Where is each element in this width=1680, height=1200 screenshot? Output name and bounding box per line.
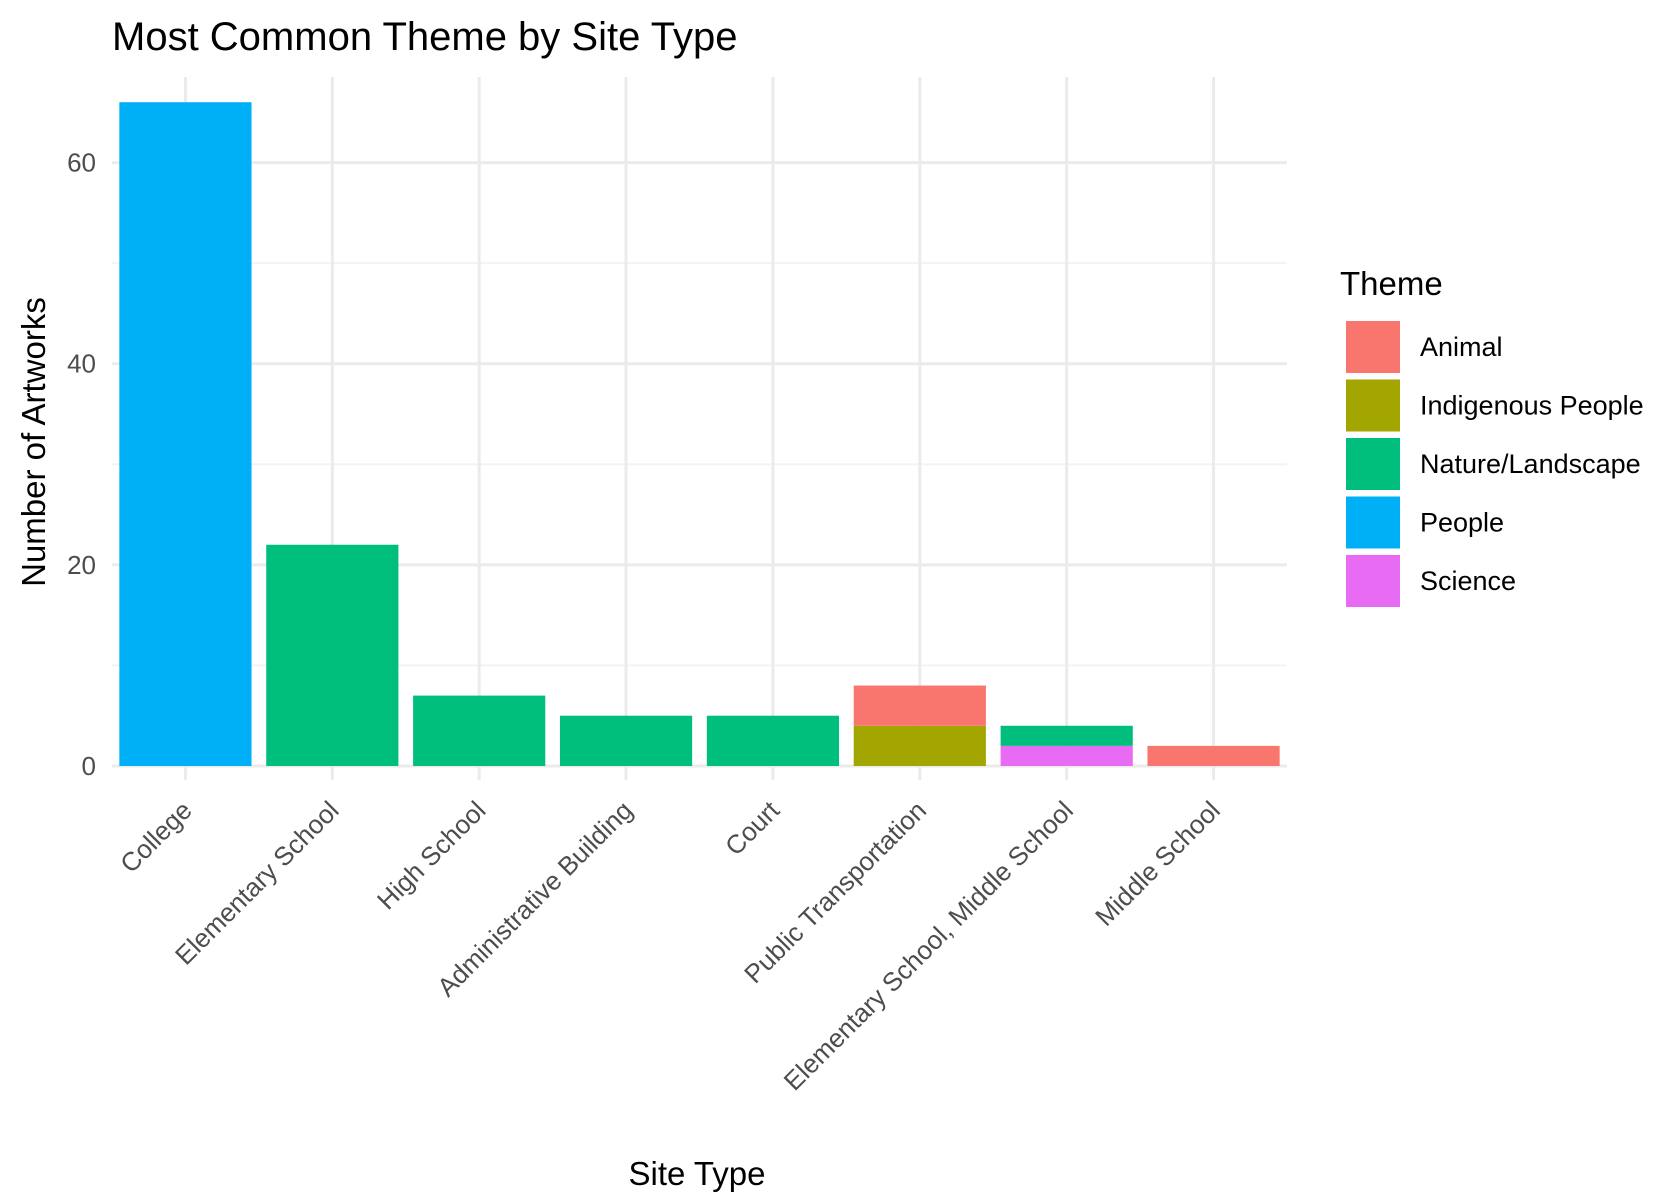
bar-nature-landscape [1000,725,1133,746]
grid-lines [112,77,1287,780]
y-tick-label: 20 [67,550,96,580]
legend-label: People [1420,508,1504,538]
legend-label: Nature/Landscape [1420,449,1641,479]
x-tick-label: Court [719,794,786,861]
legend-items: Animal Indigenous People Nature/Landscape P… [1346,321,1644,607]
legend-swatch [1346,379,1400,432]
x-tick-label: Elementary School, Middle School [778,795,1079,1096]
y-axis-title: Number of Artworks [15,297,52,587]
bar-people [119,102,252,766]
bar-science [1000,745,1133,766]
bars [119,102,1280,766]
legend-swatch [1346,438,1400,490]
bar-animal [853,685,986,726]
legend-label: Indigenous People [1420,391,1644,421]
y-tick-label: 0 [82,751,96,781]
legend-label: Animal [1420,332,1503,362]
bar-nature-landscape [559,715,693,766]
legend-label: Science [1420,566,1516,596]
bar-nature-landscape [266,544,399,766]
legend-swatch [1346,496,1400,549]
x-tick-label: College [114,795,198,879]
legend-title: Theme [1340,265,1443,302]
x-tick-label: Elementary School [169,795,345,971]
y-tick-label: 40 [67,349,96,379]
chart-title: Most Common Theme by Site Type [112,15,737,59]
bar-indigenous-people [853,725,986,766]
legend: Theme Animal Indigenous People Nature/Land… [1340,265,1644,607]
bar-animal [1147,745,1280,766]
x-tick-label: Middle School [1089,795,1226,932]
bar-nature-landscape [706,715,840,766]
x-tick-label: High School [371,795,491,915]
legend-swatch [1346,555,1400,607]
legend-swatch [1346,321,1400,373]
y-axis-ticks: 0 20 40 60 [67,148,96,781]
bar-nature-landscape [413,695,546,766]
y-tick-label: 60 [67,148,96,178]
x-axis-title: Site Type [629,1155,766,1192]
